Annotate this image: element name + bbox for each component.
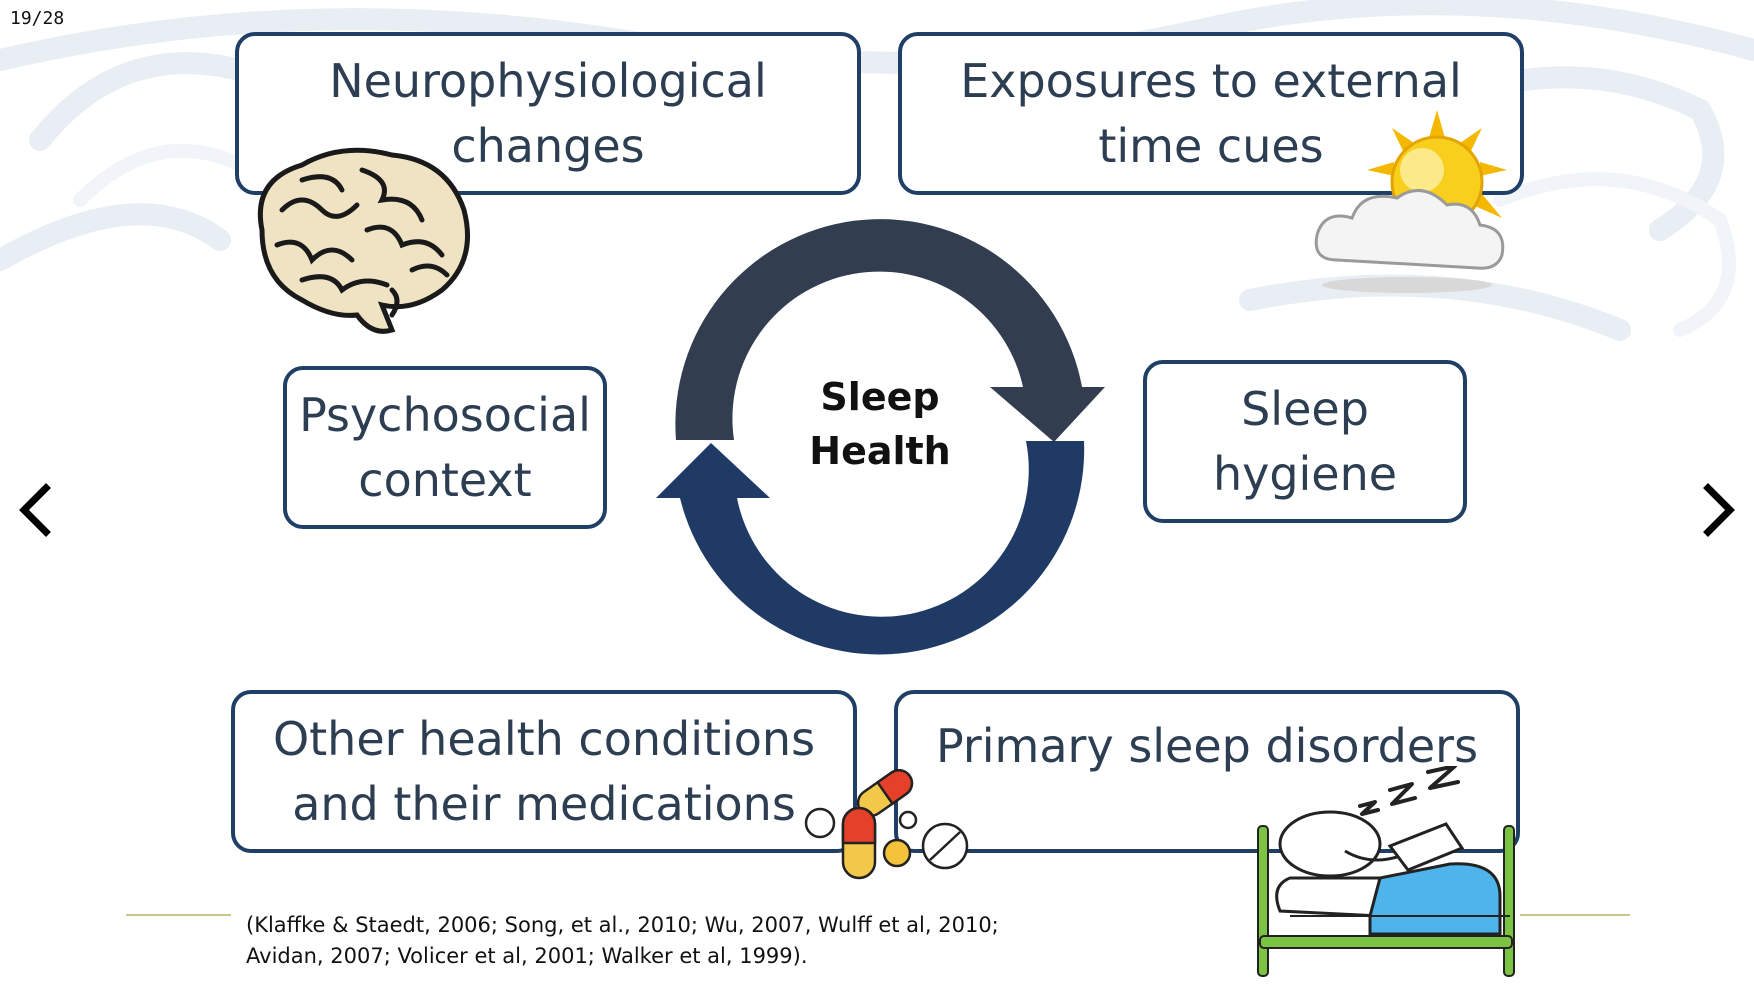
brain-icon — [257, 147, 470, 334]
chevron-right-icon[interactable] — [1696, 480, 1740, 540]
factor-sleep-hygiene-label: Sleep hygiene — [1212, 381, 1398, 501]
footer-rule-left — [126, 914, 231, 916]
cycle-arrow-bottom — [656, 441, 1085, 655]
sun-cloud-icon — [1314, 110, 1507, 293]
cycle-arrows — [656, 219, 1105, 655]
center-label-text: Sleep Health — [809, 375, 951, 473]
factor-primary-sleep-disorders-label: Primary sleep disorders — [935, 719, 1479, 773]
sleeping-person-icon — [1257, 766, 1515, 977]
center-label: Sleep Health — [760, 370, 1000, 478]
factor-psychosocial-label: Psychosocial context — [299, 387, 591, 507]
pills-icon — [804, 768, 969, 880]
factor-other-health: Other health conditions and their medica… — [231, 690, 857, 853]
factor-psychosocial: Psychosocial context — [283, 366, 607, 529]
citation-text: (Klaffke & Staedt, 2006; Song, et al., 2… — [246, 913, 999, 968]
factor-primary-sleep-disorders: Primary sleep disorders — [894, 690, 1520, 853]
footer-rule-right — [1520, 914, 1630, 916]
factor-neurophysiological-label: Neurophysiological changes — [329, 53, 767, 173]
factor-other-health-label: Other health conditions and their medica… — [272, 711, 816, 831]
factor-sleep-hygiene: Sleep hygiene — [1143, 360, 1467, 523]
slide-counter: 19/28 — [10, 8, 65, 29]
cycle-arrow-top — [675, 219, 1105, 442]
chevron-left-icon[interactable] — [14, 480, 58, 540]
citation: (Klaffke & Staedt, 2006; Song, et al., 2… — [246, 910, 1046, 972]
factor-external-time-cues-label: Exposures to external time cues — [960, 53, 1462, 173]
factor-neurophysiological: Neurophysiological changes — [235, 32, 861, 195]
